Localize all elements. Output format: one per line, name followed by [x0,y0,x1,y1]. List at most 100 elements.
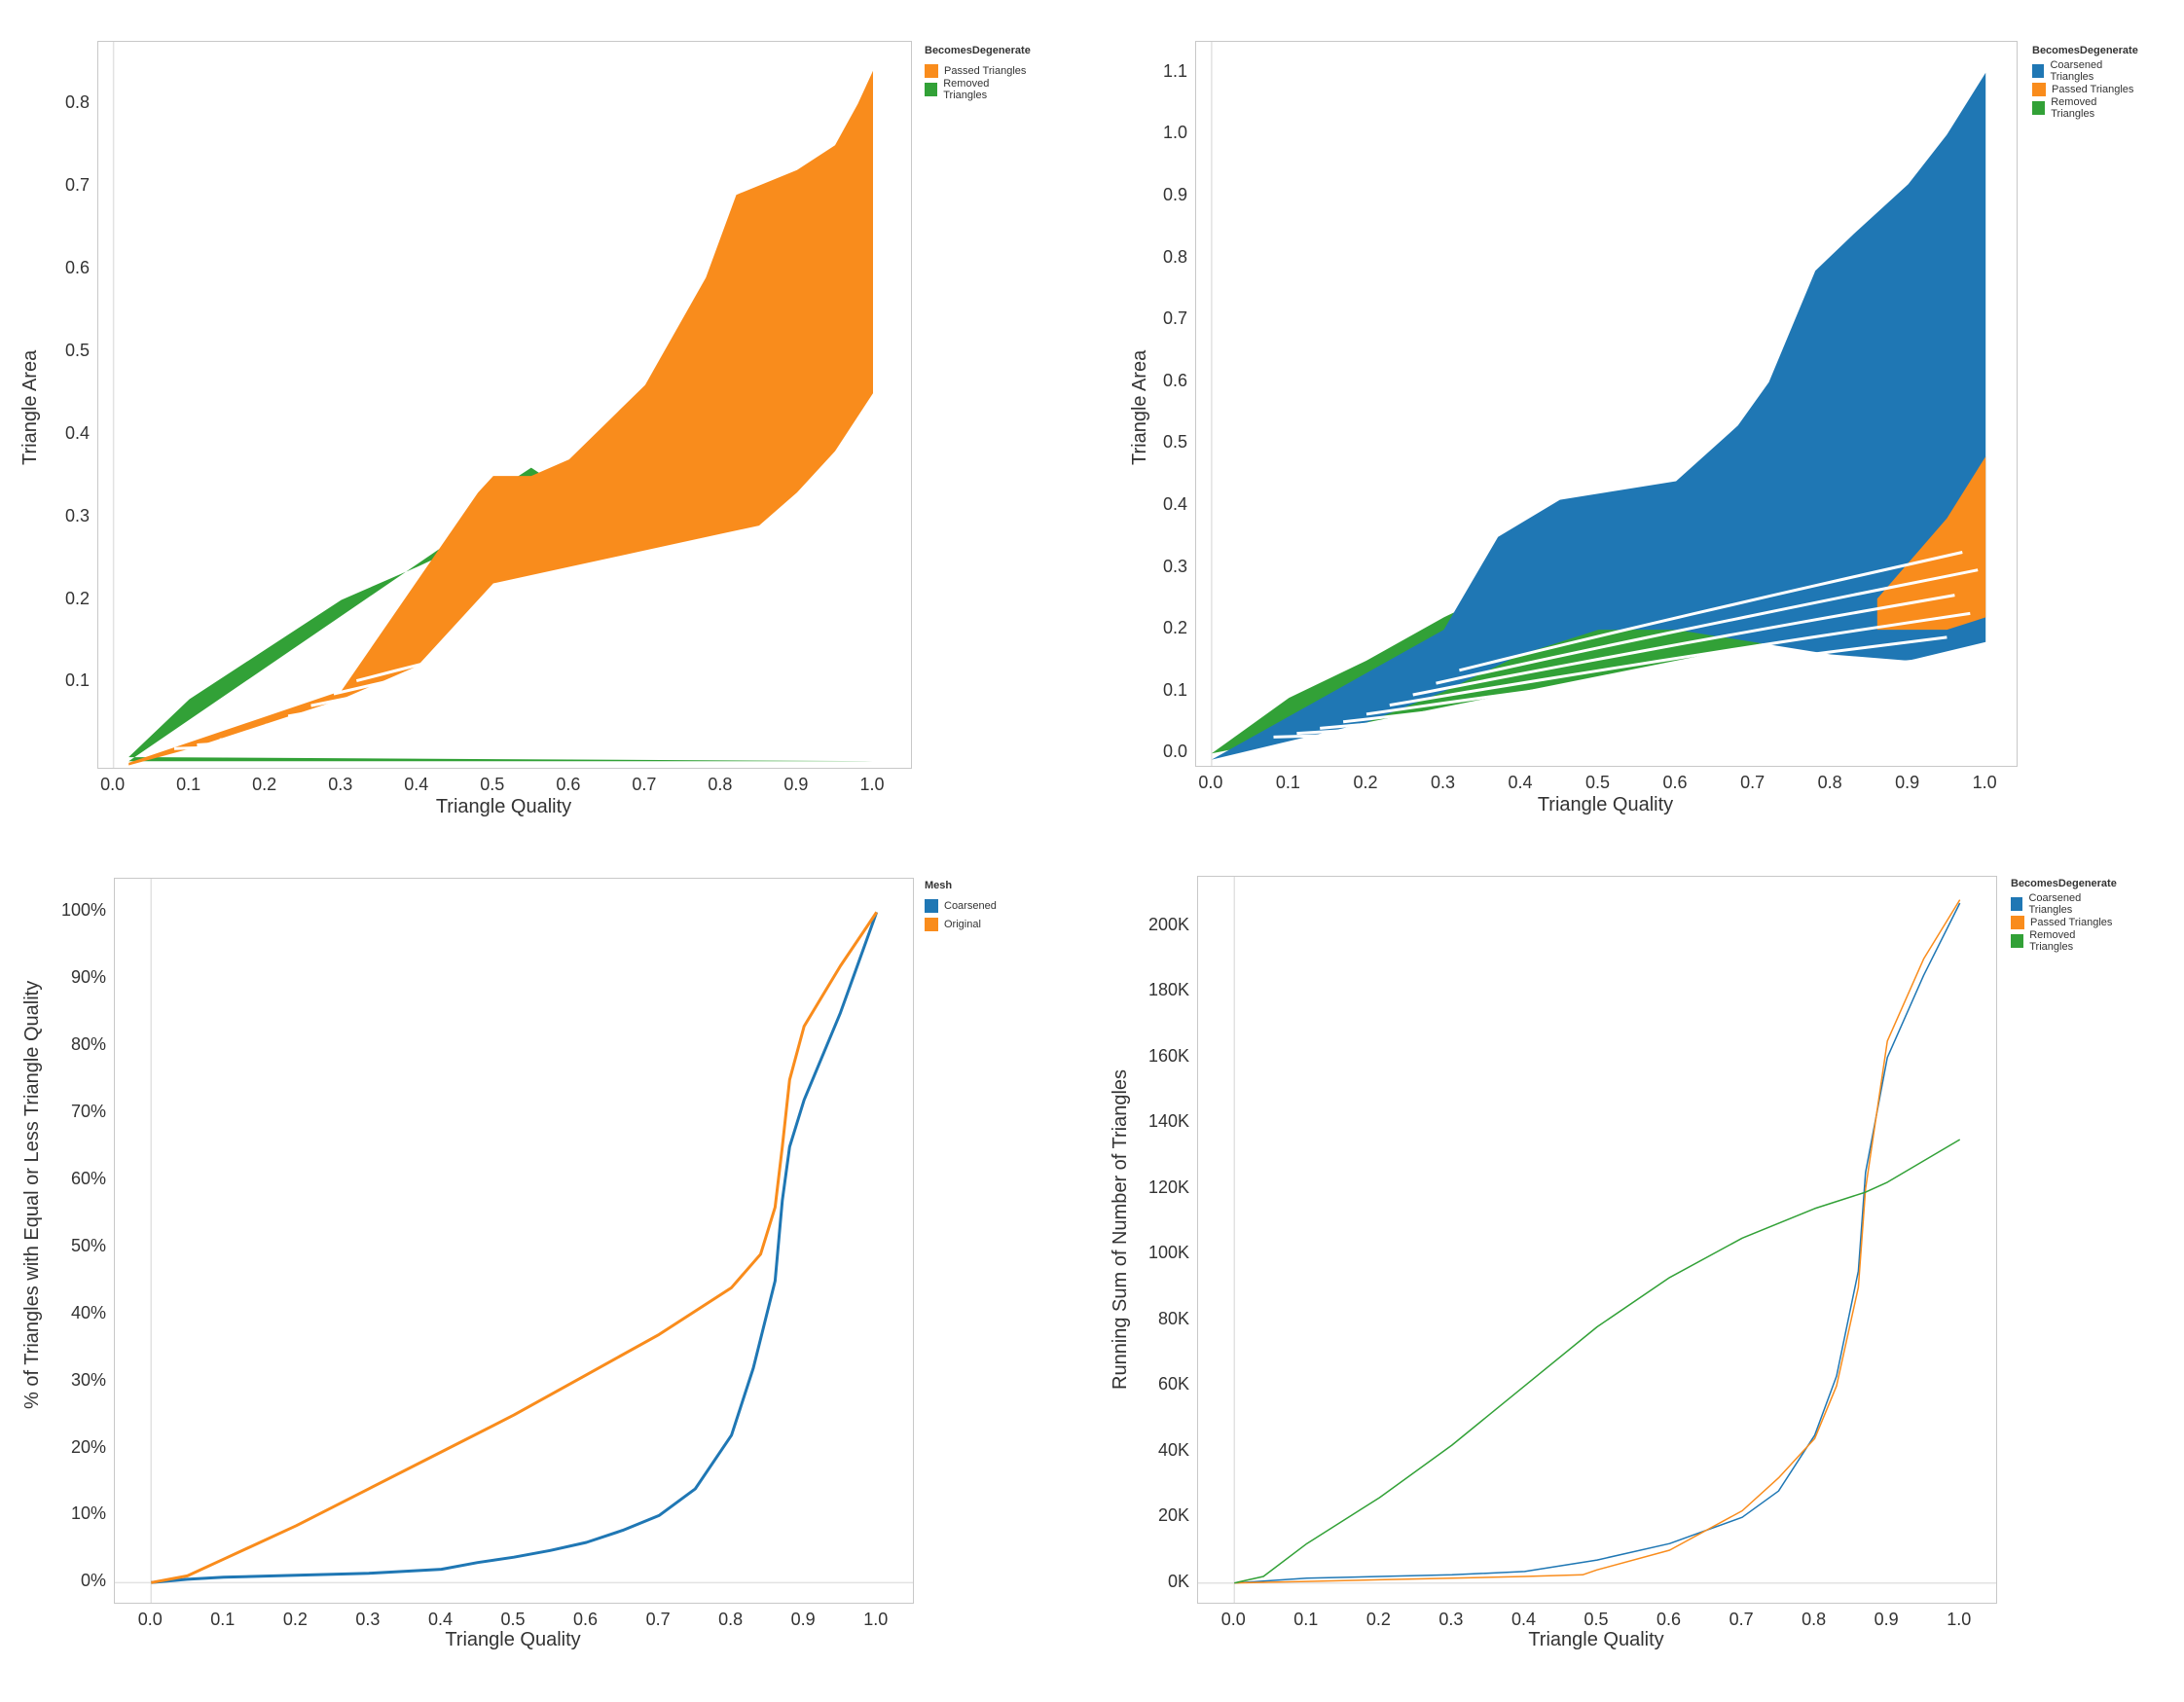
x-tick-label: 0.8 [718,1610,744,1629]
x-tick-label: 0.6 [1656,1610,1682,1629]
legend-label: Coarsened [944,899,997,912]
legend-item[interactable]: Passed Triangles [925,61,1031,80]
y-tick-label: 20% [70,1436,106,1457]
scatter-gap-streak [173,728,858,750]
chart-svg [115,879,913,1603]
x-tick-label: 0.1 [210,1610,236,1629]
legend-label: Passed Triangles [2052,83,2134,95]
legend-label: Original [944,918,981,930]
y-tick-label: 120K [1147,1177,1189,1197]
scatter-cloud-coarsened-triangles [1211,72,1986,760]
y-tick-label: 180K [1147,980,1189,1000]
scatter-cloud-passed-triangles [128,70,873,766]
y-tick-label: 60K [1157,1374,1189,1394]
x-tick-label: 0.2 [252,775,277,794]
chart-svg [1211,42,1986,766]
legend-item[interactable]: Coarsened Triangles [2011,891,2117,916]
y-tick-label: 0.5 [1162,432,1187,453]
x-tick-label: 0.2 [1353,773,1378,792]
x-tick-label: 0.5 [1583,1610,1609,1629]
legend-item[interactable]: Passed Triangles [2011,913,2117,931]
legend-swatch [2032,100,2046,115]
legend-swatch [925,82,938,96]
legend-swatch [2011,933,2024,948]
y-tick-label: 80K [1157,1308,1189,1328]
scatter-gap-streak [265,645,836,727]
x-tick-label: 0.4 [427,1610,453,1629]
legend: BecomesDegenerate Coarsened Triangles Pa… [2032,45,2138,120]
legend-item[interactable]: Removed Triangles [925,78,1031,101]
legend-swatch [925,898,938,913]
plot-area-bl [114,878,914,1604]
legend: BecomesDegenerate Coarsened Triangles Pa… [2011,878,2117,953]
x-tick-label: 1.0 [863,1610,889,1629]
scatter-gap-streak [1389,611,1971,707]
legend-title: Mesh [925,880,953,891]
x-tick-label: 0.6 [1662,773,1688,792]
legend-item[interactable]: Passed Triangles [2032,80,2138,98]
legend-label: Removed Triangles [2029,928,2076,953]
y-tick-label: 80% [70,1034,106,1055]
x-tick-label: 0.1 [1275,773,1300,792]
x-tick-label: 0.4 [1511,1610,1536,1629]
x-tick-label: 0.6 [573,1610,599,1629]
scatter-gap-streak [197,707,843,746]
y-tick-label: 0.1 [1162,679,1187,700]
y-tick-label: 20K [1157,1505,1189,1526]
legend-item[interactable]: Original [925,915,997,933]
x-tick-label: 0.1 [1293,1610,1319,1629]
y-tick-label: 0.2 [64,588,90,608]
x-tick-label: 0.2 [282,1610,308,1629]
y-tick-label: 0.4 [1162,493,1187,514]
y-tick-label: 0.3 [64,505,90,525]
y-tick-label: 30% [70,1369,106,1390]
y-tick-label: 70% [70,1102,106,1122]
legend-label: Coarsened Triangles [2050,58,2103,83]
x-tick-label: 0.7 [632,775,657,794]
x-tick-label: 0.5 [1585,773,1611,792]
series-line-coarsened-triangles [1234,902,1961,1584]
chart-svg [1198,877,1996,1603]
scatter-gap-streak [1273,716,1971,739]
x-axis-title: Triangle Quality [1537,794,1674,815]
legend-label: Coarsened Triangles [2028,891,2082,916]
scatter-cloud-passed-triangles [1876,456,1986,631]
x-tick-label: 0.2 [1365,1610,1391,1629]
scatter-gap-streak [1320,673,1979,730]
x-tick-label: 0.8 [1817,773,1842,792]
x-tick-label: 0.9 [1874,1610,1899,1629]
y-tick-label: 140K [1147,1111,1189,1132]
x-tick-label: 1.0 [1947,1610,1972,1629]
x-tick-label: 0.4 [404,775,429,794]
scatter-gap-streak [242,665,851,735]
x-tick-label: 0.3 [355,1610,381,1629]
x-tick-label: 0.7 [1729,1610,1754,1629]
x-tick-label: 0.8 [708,775,733,794]
x-tick-label: 0.9 [783,775,809,794]
x-tick-label: 0.4 [1508,773,1533,792]
x-tick-label: 0.9 [1895,773,1920,792]
y-tick-label: 160K [1147,1045,1189,1066]
legend-item[interactable]: Removed Triangles [2011,928,2117,953]
legend-item[interactable]: Removed Triangles [2032,96,2138,120]
scatter-gap-streak [333,577,866,696]
x-tick-label: 0.0 [1220,1610,1246,1629]
x-tick-label: 0.1 [176,775,201,794]
x-axis-title: Triangle Quality [435,796,572,817]
y-tick-label: 0.3 [1162,556,1187,576]
x-tick-label: 0.6 [556,775,581,794]
plot-area-tr [1195,41,2018,767]
legend-title: BecomesDegenerate [2032,45,2138,56]
legend-label: Passed Triangles [2030,916,2113,928]
y-tick-label: 60% [70,1169,106,1188]
legend-title: BecomesDegenerate [925,45,1031,56]
legend-item[interactable]: Coarsened [925,896,997,915]
scatter-gap-streak [1436,568,1979,685]
legend-item[interactable]: Coarsened Triangles [2032,58,2138,83]
scatter-gap-streak [310,602,844,707]
scatter-gap-streak [355,559,851,683]
y-tick-label: 100% [60,900,106,921]
y-tick-label: 0.8 [1162,246,1187,267]
y-tick-label: 200K [1147,914,1189,934]
y-tick-label: 40% [70,1302,106,1322]
